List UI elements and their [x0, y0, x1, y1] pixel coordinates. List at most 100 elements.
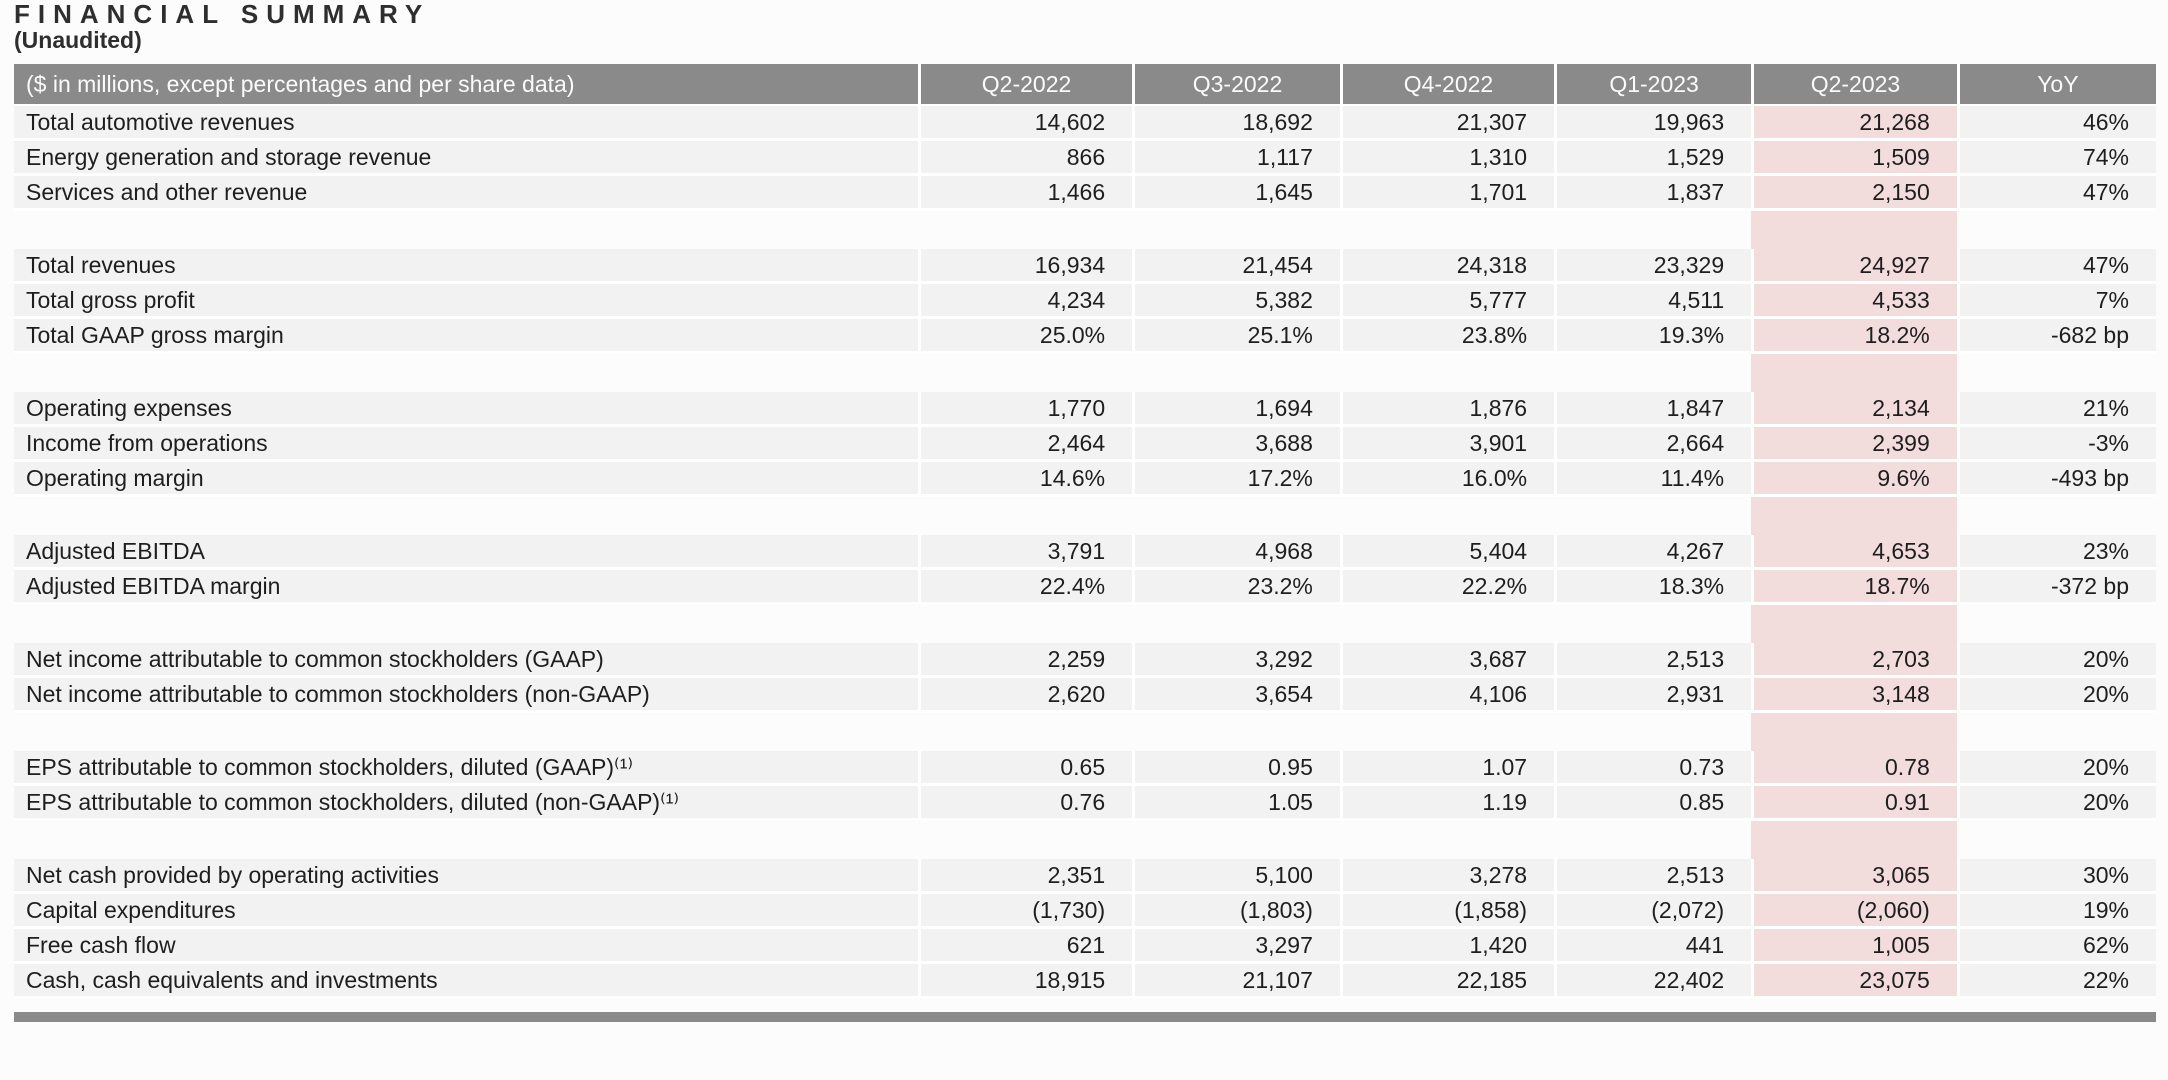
value-cell: 2,513 [1554, 643, 1752, 678]
gap-cell [1957, 497, 2156, 535]
value-cell: 22% [1956, 964, 2156, 999]
value-cell: 1.19 [1339, 786, 1555, 821]
value-cell: (1,858) [1339, 894, 1555, 929]
gap-cell [918, 821, 1132, 859]
value-cell: 4,267 [1554, 535, 1752, 570]
table-body: Total automotive revenues 14,602 18,692 21,… [14, 106, 2156, 999]
table-row: Net cash provided by operating activitie… [14, 859, 2156, 894]
highlight-value-cell: 3,148 [1751, 678, 1957, 713]
column-header: Q3-2022 [1132, 64, 1340, 106]
highlight-value-cell: 9.6% [1751, 462, 1957, 497]
row-label: Total gross profit [14, 284, 918, 319]
value-cell: (1,803) [1132, 894, 1340, 929]
gap-cell [14, 497, 918, 535]
value-cell: 18,915 [917, 964, 1133, 999]
value-cell: 2,620 [917, 678, 1133, 713]
gap-cell [1957, 211, 2156, 249]
table-row: Cash, cash equivalents and investments 18… [14, 964, 2156, 999]
value-cell: 441 [1554, 929, 1752, 964]
highlight-value-cell: 2,150 [1751, 176, 1957, 211]
value-cell: 18.3% [1554, 570, 1752, 605]
value-cell: 46% [1956, 106, 2156, 141]
highlight-value-cell: 4,533 [1751, 284, 1957, 319]
highlight-value-cell: 23,075 [1751, 964, 1957, 999]
row-label: Free cash flow [14, 929, 918, 964]
value-cell: 866 [917, 141, 1133, 176]
value-cell: 16.0% [1339, 462, 1555, 497]
highlight-value-cell: 2,399 [1751, 427, 1957, 462]
value-cell: 23,329 [1554, 249, 1752, 284]
value-cell: 2,664 [1554, 427, 1752, 462]
gap-cell [1132, 605, 1340, 643]
value-cell: 5,777 [1339, 284, 1555, 319]
value-cell: 1,310 [1339, 141, 1555, 176]
section-gap-row [14, 354, 2156, 392]
highlight-gap-cell [1751, 713, 1957, 751]
value-cell: 1,466 [917, 176, 1133, 211]
value-cell: 2,259 [917, 643, 1133, 678]
gap-cell [918, 211, 1132, 249]
value-cell: 20% [1956, 786, 2156, 821]
row-label: Services and other revenue [14, 176, 918, 211]
value-cell: 21,454 [1132, 249, 1340, 284]
table-row: Net income attributable to common stockh… [14, 678, 2156, 713]
table-header-row: ($ in millions, except percentages and p… [14, 64, 2156, 106]
gap-cell [918, 497, 1132, 535]
value-cell: 3,901 [1339, 427, 1555, 462]
value-cell: 1,876 [1339, 392, 1555, 427]
value-cell: 23.8% [1339, 319, 1555, 354]
value-cell: -372 bp [1956, 570, 2156, 605]
table-row: Total GAAP gross margin 25.0% 25.1% 23.8% 19… [14, 319, 2156, 354]
value-cell: 0.85 [1554, 786, 1752, 821]
row-label: Capital expenditures [14, 894, 918, 929]
row-label: Operating margin [14, 462, 918, 497]
gap-cell [1340, 821, 1554, 859]
column-header: Q4-2022 [1339, 64, 1555, 106]
value-cell: 0.76 [917, 786, 1133, 821]
row-label: Total GAAP gross margin [14, 319, 918, 354]
section-gap-row [14, 497, 2156, 535]
value-cell: 3,688 [1132, 427, 1340, 462]
value-cell: 1,645 [1132, 176, 1340, 211]
row-label: Income from operations [14, 427, 918, 462]
gap-cell [1132, 497, 1340, 535]
value-cell: 1,420 [1339, 929, 1555, 964]
highlight-value-cell: 0.78 [1751, 751, 1957, 786]
gap-cell [1554, 713, 1751, 751]
value-cell: 1,770 [917, 392, 1133, 427]
value-cell: 30% [1956, 859, 2156, 894]
row-label: EPS attributable to common stockholders,… [14, 786, 918, 821]
value-cell: 2,513 [1554, 859, 1752, 894]
value-cell: 20% [1956, 678, 2156, 713]
value-cell: 4,106 [1339, 678, 1555, 713]
highlight-value-cell: 3,065 [1751, 859, 1957, 894]
value-cell: 16,934 [917, 249, 1133, 284]
row-label: Net income attributable to common stockh… [14, 643, 918, 678]
highlight-value-cell: 4,653 [1751, 535, 1957, 570]
gap-cell [1957, 713, 2156, 751]
value-cell: 17.2% [1132, 462, 1340, 497]
value-cell: 23% [1956, 535, 2156, 570]
row-label: Cash, cash equivalents and investments [14, 964, 918, 999]
value-cell: 1,117 [1132, 141, 1340, 176]
row-label: Energy generation and storage revenue [14, 141, 918, 176]
gap-cell [14, 821, 918, 859]
column-header: Q1-2023 [1554, 64, 1752, 106]
value-cell: 3,297 [1132, 929, 1340, 964]
gap-cell [1554, 497, 1751, 535]
value-cell: 25.0% [917, 319, 1133, 354]
value-cell: 11.4% [1554, 462, 1752, 497]
value-cell: 21,307 [1339, 106, 1555, 141]
gap-cell [1132, 211, 1340, 249]
row-label: Operating expenses [14, 392, 918, 427]
value-cell: 3,278 [1339, 859, 1555, 894]
gap-cell [1132, 713, 1340, 751]
units-note-header: ($ in millions, except percentages and p… [14, 64, 918, 106]
value-cell: (1,730) [917, 894, 1133, 929]
value-cell: 19,963 [1554, 106, 1752, 141]
gap-cell [1554, 605, 1751, 643]
table-row: Adjusted EBITDA 3,791 4,968 5,404 4,267 4,653… [14, 535, 2156, 570]
row-label: Net income attributable to common stockh… [14, 678, 918, 713]
gap-cell [1340, 211, 1554, 249]
